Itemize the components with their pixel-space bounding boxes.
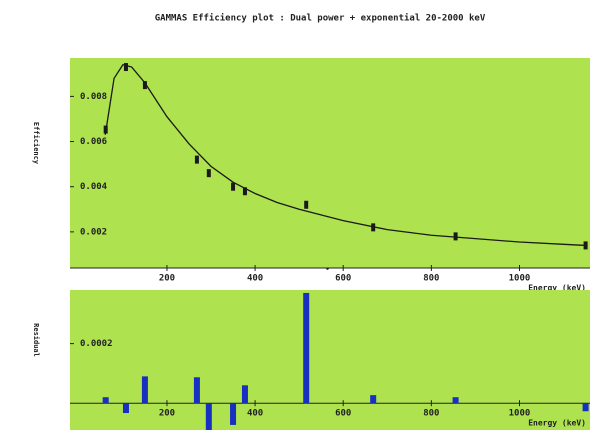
x-tick-label: 400 xyxy=(247,274,263,284)
x-tick-label: 200 xyxy=(159,274,175,284)
chart-title: GAMMAS Efficiency plot : Dual power + ex… xyxy=(155,13,486,24)
plot-area xyxy=(70,58,590,268)
y-tick-label: 0.006 xyxy=(80,137,107,147)
plot-area xyxy=(70,290,590,430)
residual-bar xyxy=(193,377,200,404)
data-point xyxy=(371,223,376,232)
x-tick-label: 400 xyxy=(247,409,263,419)
residual-bar xyxy=(370,395,377,404)
y-tick-label: 0.002 xyxy=(80,227,107,237)
residual-bar xyxy=(141,376,148,404)
data-point xyxy=(304,200,309,209)
data-point xyxy=(123,63,128,72)
y-axis-label: Residual xyxy=(32,323,40,357)
y-tick-label: 0.008 xyxy=(80,92,107,102)
data-point xyxy=(206,169,211,178)
y-axis-label: Efficiency xyxy=(32,122,40,165)
x-tick-label: 600 xyxy=(335,409,351,419)
y-tick-label: 0.004 xyxy=(80,182,108,192)
data-point xyxy=(242,187,247,196)
x-tick-label: 1000 xyxy=(509,274,531,284)
residual-bar xyxy=(241,385,248,404)
data-point xyxy=(231,182,236,191)
x-axis-label: Energy (keV) xyxy=(528,419,586,428)
x-tick-label: 800 xyxy=(423,274,439,284)
x-axis-label: Energy (keV) xyxy=(528,284,586,293)
data-point xyxy=(583,241,588,250)
residual-bar xyxy=(102,397,109,404)
data-point xyxy=(453,232,458,241)
x-tick-label: 1000 xyxy=(509,409,531,419)
x-tick-label: 800 xyxy=(423,409,439,419)
y-tick-label: 0.0002 xyxy=(80,339,113,349)
residual-bar xyxy=(205,403,212,430)
fit-curve xyxy=(104,64,586,247)
residual-bar xyxy=(303,292,310,404)
x-tick-label: 600 xyxy=(335,274,351,284)
data-point xyxy=(103,125,108,134)
data-point xyxy=(194,155,199,164)
residual-bar xyxy=(230,403,237,425)
data-point xyxy=(142,81,147,90)
residual-bar xyxy=(582,403,589,412)
residual-bar xyxy=(452,397,459,404)
residual-bar xyxy=(122,403,129,414)
x-tick-label: 200 xyxy=(159,409,175,419)
